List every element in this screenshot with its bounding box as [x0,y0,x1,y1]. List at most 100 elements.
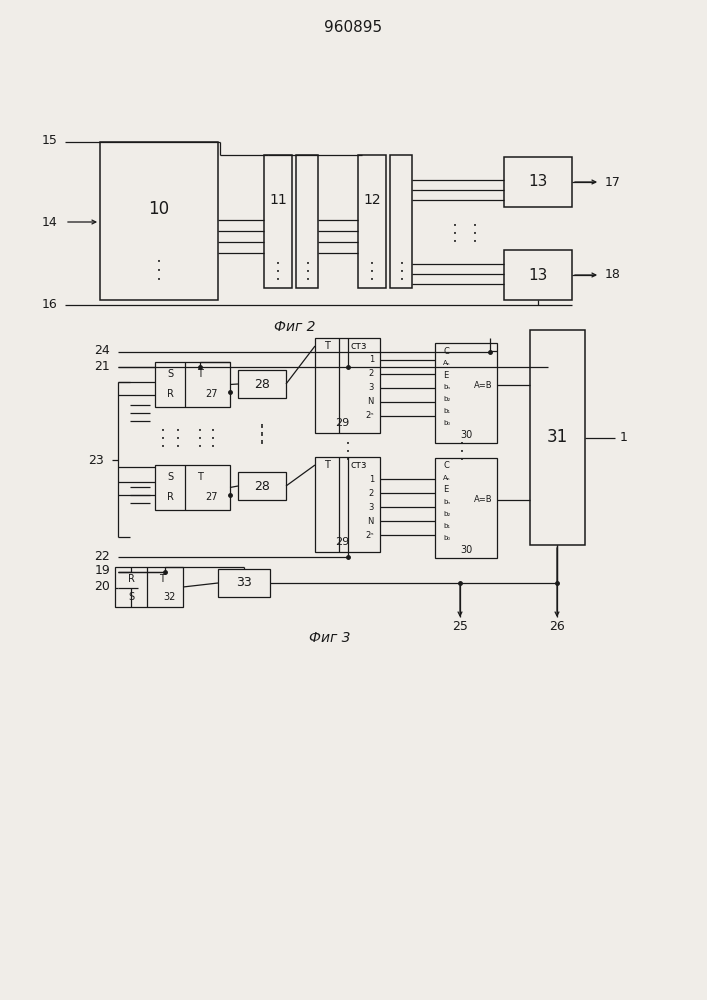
Text: T: T [197,472,203,482]
Text: •: • [157,259,161,265]
Text: 29: 29 [335,537,350,547]
Text: •: • [460,441,464,447]
Text: •: • [400,261,404,267]
Text: •: • [473,231,477,237]
Text: •: • [176,428,180,434]
Text: 33: 33 [236,576,252,589]
Text: 29: 29 [335,418,350,428]
Text: 26: 26 [549,620,565,634]
Text: •: • [400,269,404,275]
Text: 2: 2 [369,369,374,378]
Bar [264,155,292,288]
Text: S: S [167,369,173,379]
Text: •: • [260,423,264,429]
Text: •: • [260,439,264,445]
Text: 2ⁿ: 2ⁿ [366,530,374,540]
Text: 16: 16 [41,298,57,312]
Text: •: • [161,428,165,434]
Text: 11: 11 [269,193,287,207]
Text: 32: 32 [163,592,175,602]
Text: •: • [306,277,310,283]
Text: R: R [127,574,134,584]
Text: •: • [276,277,280,283]
Text: 31: 31 [547,428,568,446]
Bar [296,155,318,288]
Text: T: T [197,369,203,379]
Bar [435,458,497,558]
Text: 24: 24 [94,344,110,357]
Text: b₁: b₁ [443,523,450,529]
Bar [315,457,380,552]
Text: •: • [260,425,264,431]
Bar [358,155,386,288]
Text: 30: 30 [460,430,472,440]
Text: T: T [159,574,165,584]
Text: •: • [211,444,215,450]
Text: C: C [443,347,449,356]
Text: S: S [128,592,134,602]
Text: b₀: b₀ [443,535,450,541]
Text: 21: 21 [94,360,110,372]
Text: •: • [473,239,477,245]
Text: •: • [260,431,264,437]
Text: b₂: b₂ [443,511,450,517]
Text: 25: 25 [452,620,468,634]
Text: •: • [453,223,457,229]
Text: E: E [443,370,448,379]
Text: •: • [306,269,310,275]
Text: 28: 28 [254,377,270,390]
Text: Aₙ: Aₙ [443,360,450,366]
Text: 18: 18 [605,268,621,282]
Text: T: T [324,341,330,351]
Text: •: • [370,277,374,283]
Text: 15: 15 [42,133,58,146]
Text: 27: 27 [206,389,218,399]
Text: •: • [346,457,350,463]
Text: стз: стз [351,460,367,470]
Text: A=B: A=B [474,380,493,389]
Text: •: • [306,261,310,267]
Text: •: • [161,436,165,442]
Text: Фиг 2: Фиг 2 [274,320,316,334]
Text: •: • [346,449,350,455]
Text: 14: 14 [41,216,57,229]
Text: 13: 13 [528,267,548,282]
Text: •: • [370,261,374,267]
Text: •: • [460,457,464,463]
Text: 3: 3 [368,383,374,392]
Text: •: • [211,436,215,442]
Text: 10: 10 [148,200,170,218]
Text: •: • [453,239,457,245]
Text: 22: 22 [94,550,110,562]
Text: T: T [324,460,330,470]
Text: 13: 13 [528,174,548,190]
Bar [218,569,270,597]
Text: A=B: A=B [474,495,493,504]
Text: b₁: b₁ [443,408,450,414]
Text: 2: 2 [369,488,374,497]
Text: 960895: 960895 [324,20,382,35]
Text: 1: 1 [369,356,374,364]
Bar [530,330,585,545]
Text: •: • [176,444,180,450]
Text: •: • [473,223,477,229]
Text: стз: стз [351,341,367,351]
Bar [155,465,230,510]
Text: 1: 1 [620,431,628,444]
Text: •: • [400,277,404,283]
Text: •: • [198,436,202,442]
Bar [100,142,218,300]
Bar [155,362,230,407]
Text: •: • [157,268,161,274]
Text: 27: 27 [206,492,218,502]
Bar [115,567,183,607]
Bar [315,338,380,433]
Text: 28: 28 [254,480,270,492]
Text: Фиг 3: Фиг 3 [309,631,351,645]
Text: •: • [176,436,180,442]
Text: 17: 17 [605,176,621,188]
Bar [390,155,412,288]
Text: •: • [260,433,264,439]
Text: 2ⁿ: 2ⁿ [366,412,374,420]
Text: •: • [346,441,350,447]
